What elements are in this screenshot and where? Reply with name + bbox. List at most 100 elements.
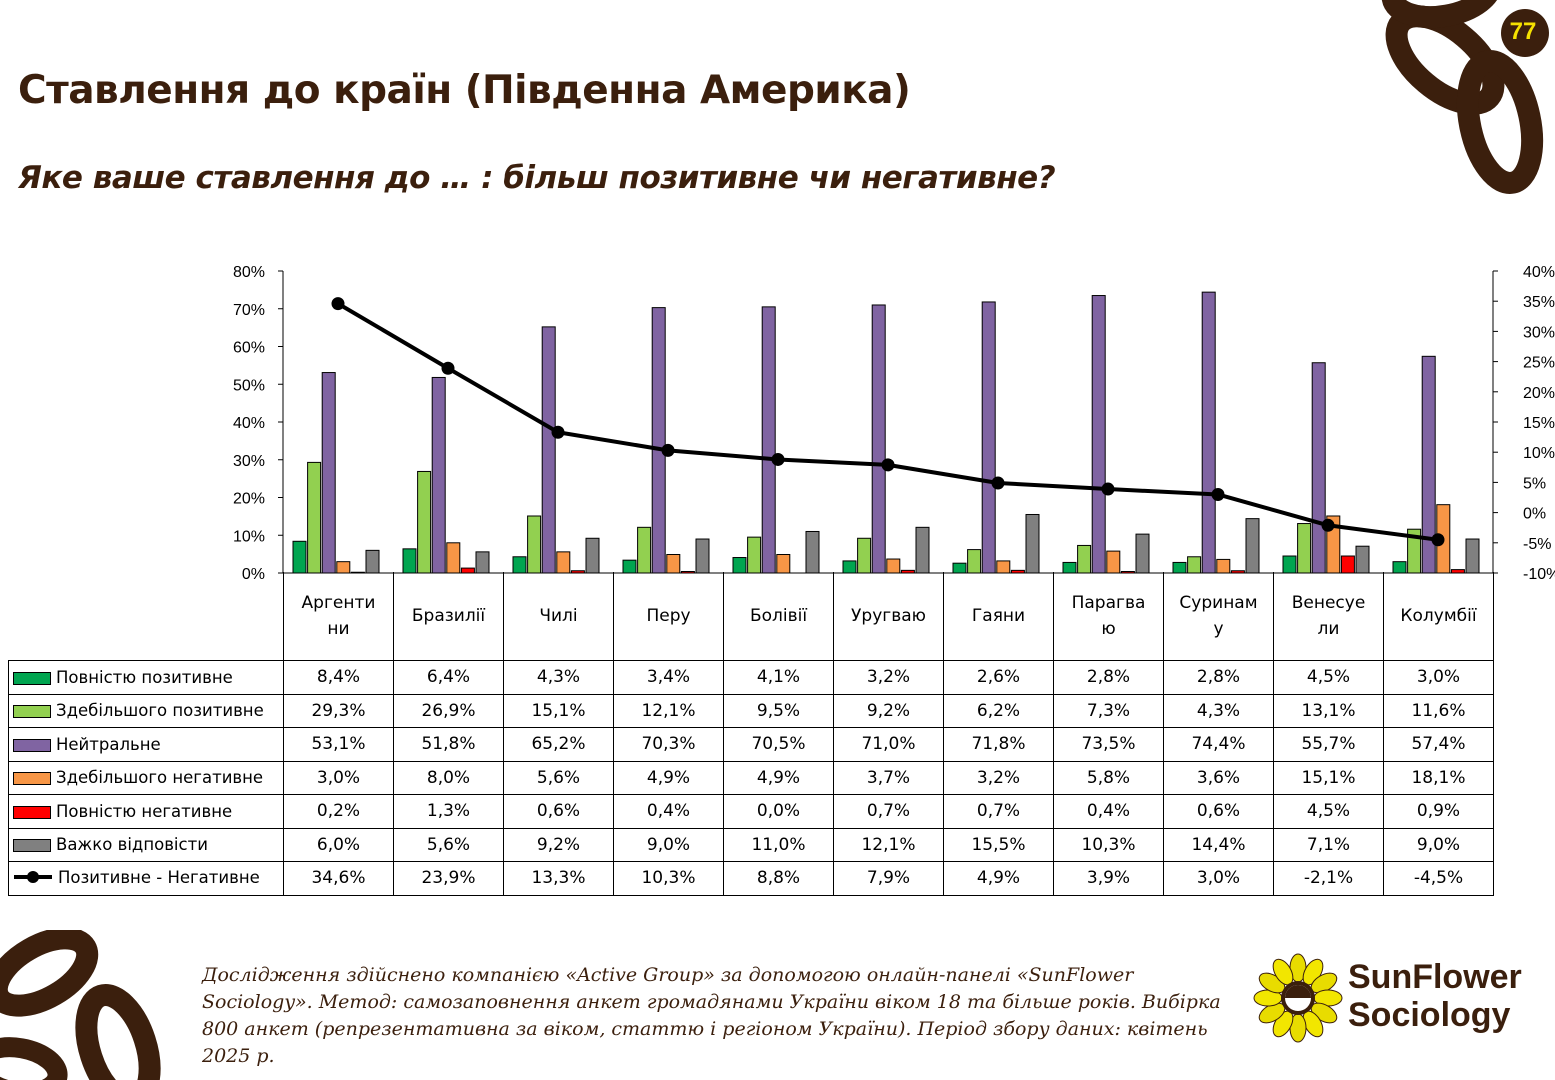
bar: [695, 538, 710, 574]
line-point: [1431, 533, 1445, 547]
data-cell: 71,0%: [833, 727, 944, 762]
data-cell: 1,3%: [393, 794, 504, 829]
bar: [292, 540, 307, 574]
bar: [321, 372, 336, 574]
chart: 0% 10% 20% 30% 40% 50% 60% 70% 80% -10% -5% 0% 5% 10%…: [233, 264, 1555, 583]
brand-line-2: Sociology: [1348, 996, 1511, 1034]
data-cell: 4,3%: [1163, 693, 1274, 728]
legend-cell: Позитивне - Негативне: [8, 861, 284, 896]
category-label: Венесуе ли: [1273, 572, 1384, 661]
legend-color-key: [13, 839, 51, 853]
data-cell: 3,2%: [833, 660, 944, 695]
data-cell: 4,3%: [503, 660, 614, 695]
data-cell: 9,2%: [833, 693, 944, 728]
legend-cell: Важко відповісти: [8, 827, 284, 862]
bar: [637, 526, 652, 574]
data-cell: 74,4%: [1163, 727, 1274, 762]
category-label-line: ли: [1317, 619, 1340, 639]
data-cell: 70,5%: [723, 727, 834, 762]
legend-label: Повністю негативне: [56, 801, 233, 821]
y-tick-label-right: 25%: [1523, 355, 1555, 372]
data-cell: 34,6%: [283, 861, 394, 896]
page-title: Ставлення до країн (Південна Америка): [18, 68, 911, 113]
line-point: [771, 452, 785, 466]
legend-label: Позитивне - Негативне: [58, 868, 260, 888]
category-label: Уругваю: [833, 572, 944, 661]
y-tick-label-left: 80%: [233, 264, 265, 281]
y-tick-label-left: 60%: [233, 340, 265, 357]
y-tick-label-right: 20%: [1523, 385, 1555, 402]
legend-color-key: [13, 705, 51, 719]
category-label: Суринам у: [1163, 572, 1274, 661]
category-label-line: Перу: [646, 606, 691, 626]
line-point: [1211, 487, 1225, 501]
bar: [475, 551, 490, 574]
bar: [512, 556, 527, 574]
category-label: Чилі: [503, 572, 614, 661]
data-cell: 15,1%: [1273, 760, 1384, 795]
data-cell: 8,4%: [283, 660, 394, 695]
y-tick-label-left: 40%: [233, 415, 265, 432]
flower-bottom-left-icon: [0, 930, 161, 1080]
table-header-row: Аргенти ни Бразилії Чилі Перу Болівії Уругваю Г…: [9, 572, 1494, 661]
bar: [732, 557, 747, 574]
data-cell: 3,2%: [943, 760, 1054, 795]
bar: [651, 307, 666, 574]
bar: [1216, 558, 1231, 574]
y-tick-label-left: 30%: [233, 453, 265, 470]
data-cell: 3,0%: [283, 760, 394, 795]
category-label-line: Бразилії: [411, 606, 486, 626]
data-cell: 2,8%: [1163, 660, 1274, 695]
y-tick-label-right: 5%: [1523, 475, 1546, 492]
line-point: [661, 443, 675, 457]
legend-cell: Здебільшого позитивне: [8, 693, 284, 728]
data-cell: 0,7%: [833, 794, 944, 829]
bar: [417, 470, 432, 574]
y-tick-label-right: 35%: [1523, 294, 1555, 311]
category-label-line: Гаяни: [971, 606, 1026, 626]
category-label-line: Суринам: [1179, 593, 1258, 613]
data-cell: 4,9%: [943, 861, 1054, 896]
category-label-line: Болівії: [749, 606, 808, 626]
category-label: Болівії: [723, 572, 834, 661]
data-cell: 0,6%: [1163, 794, 1274, 829]
line-series: [336, 301, 1439, 542]
legend-cell: Повністю негативне: [8, 794, 284, 829]
data-cell: 71,8%: [943, 727, 1054, 762]
brand-line-1: SunFlower: [1348, 958, 1522, 996]
data-cell: 7,1%: [1273, 827, 1384, 862]
data-cell: 2,6%: [943, 660, 1054, 695]
line-point: [551, 425, 565, 439]
data-cell: 53,1%: [283, 727, 394, 762]
data-cell: 14,4%: [1163, 827, 1274, 862]
data-cell: 23,9%: [393, 861, 504, 896]
line-point: [881, 458, 895, 472]
data-cell: 0,0%: [723, 794, 834, 829]
data-cell: 6,2%: [943, 693, 1054, 728]
bar: [1340, 555, 1355, 574]
y-tick-label-left: 70%: [233, 302, 265, 319]
y-tick-label-right: 40%: [1523, 264, 1555, 281]
data-cell: 4,5%: [1273, 794, 1384, 829]
data-cell: 12,1%: [833, 827, 944, 862]
category-label-line: у: [1213, 619, 1224, 639]
y-tick-label-left: 20%: [233, 491, 265, 508]
line-point: [1101, 482, 1115, 496]
footnote: Дослідження здійснено компанією «Active …: [202, 964, 1221, 1067]
category-label-line: Чилі: [539, 606, 578, 626]
data-cell: 4,9%: [723, 760, 834, 795]
bar: [1091, 295, 1106, 574]
bar: [871, 304, 886, 574]
legend-line-key: [13, 869, 53, 888]
category-label-line: ни: [327, 619, 350, 639]
bar: [915, 526, 930, 574]
y-tick-label-right: 30%: [1523, 324, 1555, 341]
data-cell: 3,0%: [1383, 660, 1494, 695]
bar: [541, 326, 556, 574]
data-cell: 13,1%: [1273, 693, 1384, 728]
data-cell: 15,1%: [503, 693, 614, 728]
table-row: Здебільшого негативне 3,0% 8,0% 5,6% 4,9% 4,9…: [8, 760, 1494, 795]
category-label-line: Колумбії: [1400, 606, 1477, 626]
data-cell: 3,4%: [613, 660, 724, 695]
bar: [446, 542, 461, 574]
